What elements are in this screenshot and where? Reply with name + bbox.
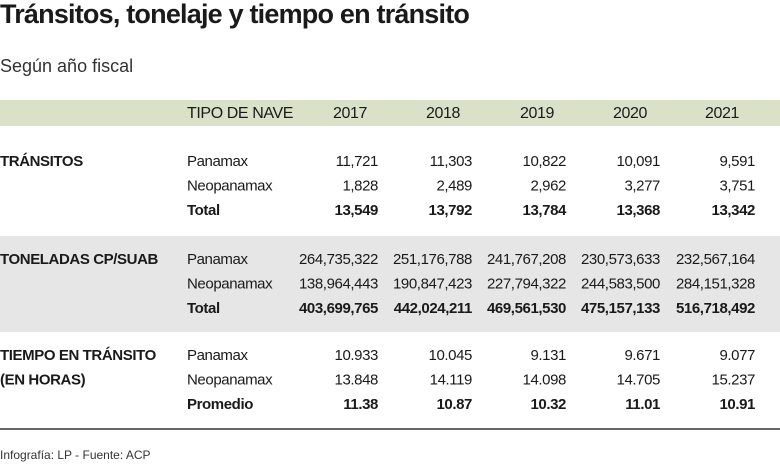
row-label: Neopanamax [187,177,273,194]
header-cell: 2017 [333,105,367,122]
cell: 13.848 [335,371,379,388]
cell: 469,561,530 [487,300,566,317]
cell: 10.933 [335,347,379,364]
cell: 10.32 [530,396,566,413]
cell: 13,368 [617,202,661,219]
section-label: TRÁNSITOS [0,153,83,170]
footer: Infografía: LP - Fuente: ACP [0,448,151,462]
cell: 403,699,765 [299,300,378,317]
cell: 9.131 [530,347,566,364]
cell: 10,822 [523,153,567,170]
cell: 232,567,164 [676,251,755,268]
cell: 11,303 [430,153,472,170]
cell: 9.077 [719,347,755,364]
cell: 10.045 [429,347,473,364]
cell: 13,342 [712,202,756,219]
cell: 3,751 [719,177,755,194]
cell: 251,176,788 [393,251,472,268]
row-label: Neopanamax [187,371,273,388]
header-band [0,100,780,126]
cell: 241,767,208 [487,251,566,268]
section-band [0,236,780,332]
cell: 10.87 [436,396,472,413]
cell: 11,721 [336,153,378,170]
row-label: Panamax [187,251,248,268]
cell: 13,549 [335,202,379,219]
cell: 284,151,328 [676,275,755,292]
cell: 227,794,322 [487,275,566,292]
cell: 11.01 [625,396,660,413]
cell: 2,489 [436,177,472,194]
cell: 15.237 [712,371,756,388]
row-label: Neopanamax [187,275,273,292]
cell: 10.91 [719,396,755,413]
row-label: Total [187,300,220,317]
section-label: (EN HORAS) [0,371,86,388]
cell: 516,718,492 [676,300,755,317]
header-cell: 2020 [613,105,647,122]
title: Tránsitos, tonelaje y tiempo en tránsito [0,0,469,29]
cell: 13,784 [523,202,568,219]
cell: 13,792 [429,202,473,219]
row-label: Panamax [187,347,248,364]
header-cell: 2019 [520,105,554,122]
cell: 3,277 [624,177,660,194]
cell: 10,091 [617,153,661,170]
row-label: Panamax [187,153,248,170]
cell: 2,962 [530,177,566,194]
cell: 475,157,133 [581,300,660,317]
cell: 264,735,322 [299,251,378,268]
header-cell: 2018 [426,105,460,122]
row-label: Promedio [187,396,253,413]
row-label: Total [187,202,220,219]
section-label: TIEMPO EN TRÁNSITO [0,347,157,364]
cell: 14.098 [523,371,567,388]
cell: 244,583,500 [581,275,660,292]
cell: 138,964,443 [299,275,378,292]
cell: 14.119 [430,371,472,388]
cell: 11.38 [343,396,378,413]
cell: 442,024,211 [394,300,472,317]
cell: 230,573,633 [581,251,660,268]
header-cell: TIPO DE NAVE [187,105,293,122]
subtitle: Según año fiscal [0,56,133,76]
cell: 9,591 [719,153,755,170]
cell: 9.671 [624,347,660,364]
cell: 14.705 [617,371,661,388]
cell: 190,847,423 [393,275,472,292]
section-label: TONELADAS CP/SUAB [0,251,159,268]
header-cell: 2021 [705,105,739,122]
cell: 1,828 [342,177,378,194]
